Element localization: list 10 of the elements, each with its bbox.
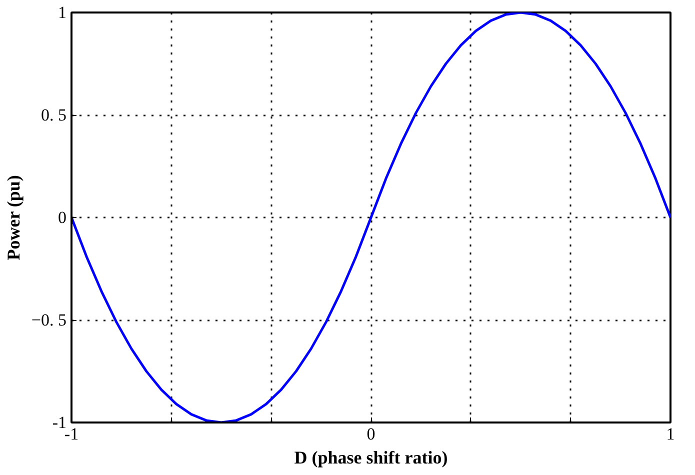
y-tick-label: -1: [52, 413, 67, 432]
line-series: [72, 12, 670, 422]
x-tick-label: 1: [666, 424, 675, 444]
y-tick-label: −0. 5: [31, 310, 67, 330]
y-tick-label: 0. 5: [41, 106, 66, 124]
x-axis-title: D (phase shift ratio): [294, 448, 448, 468]
y-tick-label: 1: [58, 3, 66, 22]
y-axis-title: Power (pu): [3, 175, 24, 260]
y-tick-label: 0: [58, 208, 66, 227]
x-tick-label: 0: [366, 424, 376, 444]
